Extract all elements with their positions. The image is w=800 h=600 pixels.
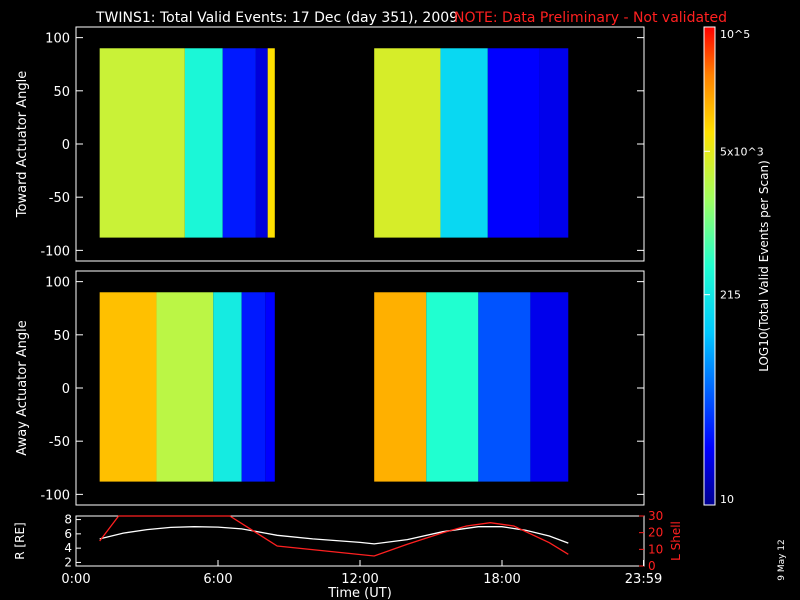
toward-heatmap [99, 48, 569, 238]
orbit-lines [99, 515, 569, 557]
away-heatmap [99, 292, 569, 482]
y-tick-label: -100 [40, 244, 70, 259]
right-tick-label: 10 [648, 542, 663, 556]
x-axis-label: Time (UT) [327, 586, 392, 600]
x-tick-label: 6:00 [203, 572, 232, 587]
y-tick-label: -50 [49, 191, 70, 206]
radius-line [99, 526, 569, 545]
left-tick-label: 8 [64, 513, 72, 527]
right-tick-label: 0 [648, 559, 656, 573]
colorbar-tick-label: 5x10^3 [720, 145, 764, 158]
orbit-left-label: R [RE] [13, 522, 27, 559]
heat-segment-7 [478, 292, 531, 482]
left-tick-label: 2 [64, 555, 72, 569]
colorbar [703, 26, 716, 506]
colorbar-tick-label: 10^5 [720, 28, 750, 41]
heat-segment-6 [426, 292, 479, 482]
y-tick-label: 50 [53, 329, 70, 344]
heat-segment-4 [267, 48, 275, 238]
away-y-ticks: 100 50 0 -50 -100 [40, 276, 644, 503]
toward-y-ticks: 100 50 0 -50 -100 [40, 32, 644, 259]
y-tick-label: 50 [53, 85, 70, 100]
heat-segment-4 [265, 292, 275, 482]
x-tick-label: 12:00 [341, 572, 378, 587]
y-tick-label: 100 [45, 276, 70, 291]
heat-segment-0 [99, 48, 185, 238]
heat-segment-8 [530, 292, 569, 482]
left-tick-label: 4 [64, 541, 72, 555]
heat-segment-3 [241, 292, 266, 482]
colorbar-tick-label: 10 [720, 493, 734, 506]
y-tick-label: 0 [62, 138, 70, 153]
x-tick-label: 0:00 [61, 572, 90, 587]
heat-segment-2 [213, 292, 242, 482]
y-tick-label: -100 [40, 488, 70, 503]
orbit-panel-frame [75, 515, 645, 567]
toward-y-label: Toward Actuator Angle [15, 71, 30, 218]
heat-segment-2 [222, 48, 256, 238]
heat-segment-8 [539, 48, 569, 238]
preliminary-note: NOTE: Data Preliminary - Not validated [454, 10, 727, 26]
heat-segment-7 [487, 48, 540, 238]
right-tick-label: 20 [648, 526, 663, 540]
colorbar-ticks: 10^5 5x10^3 215 10 [704, 26, 764, 506]
heat-segment-1 [156, 292, 214, 482]
x-tick-label: 23:59 [625, 572, 662, 587]
right-tick-label: 30 [648, 509, 663, 523]
y-tick-label: 100 [45, 32, 70, 47]
heat-segment-5 [374, 48, 441, 238]
lshell-line [99, 515, 569, 557]
colorbar-tick-label: 215 [720, 289, 741, 302]
x-tick-label: 18:00 [483, 572, 520, 587]
orbit-right-label: L Shell [669, 521, 683, 561]
heat-segment-6 [440, 48, 488, 238]
heat-segment-1 [184, 48, 223, 238]
chart-title: TWINS1: Total Valid Events: 17 Dec (day … [95, 10, 458, 26]
date-stamp: 9 May 12 [777, 539, 787, 581]
colorbar-label: LOG10(Total Valid Events per Scan) [757, 160, 771, 372]
heat-segment-3 [255, 48, 268, 238]
y-tick-label: -50 [49, 435, 70, 450]
heat-segment-0 [99, 292, 157, 482]
away-y-label: Away Actuator Angle [15, 320, 30, 455]
heat-segment-5 [374, 292, 427, 482]
left-tick-label: 6 [64, 527, 72, 541]
y-tick-label: 0 [62, 382, 70, 397]
